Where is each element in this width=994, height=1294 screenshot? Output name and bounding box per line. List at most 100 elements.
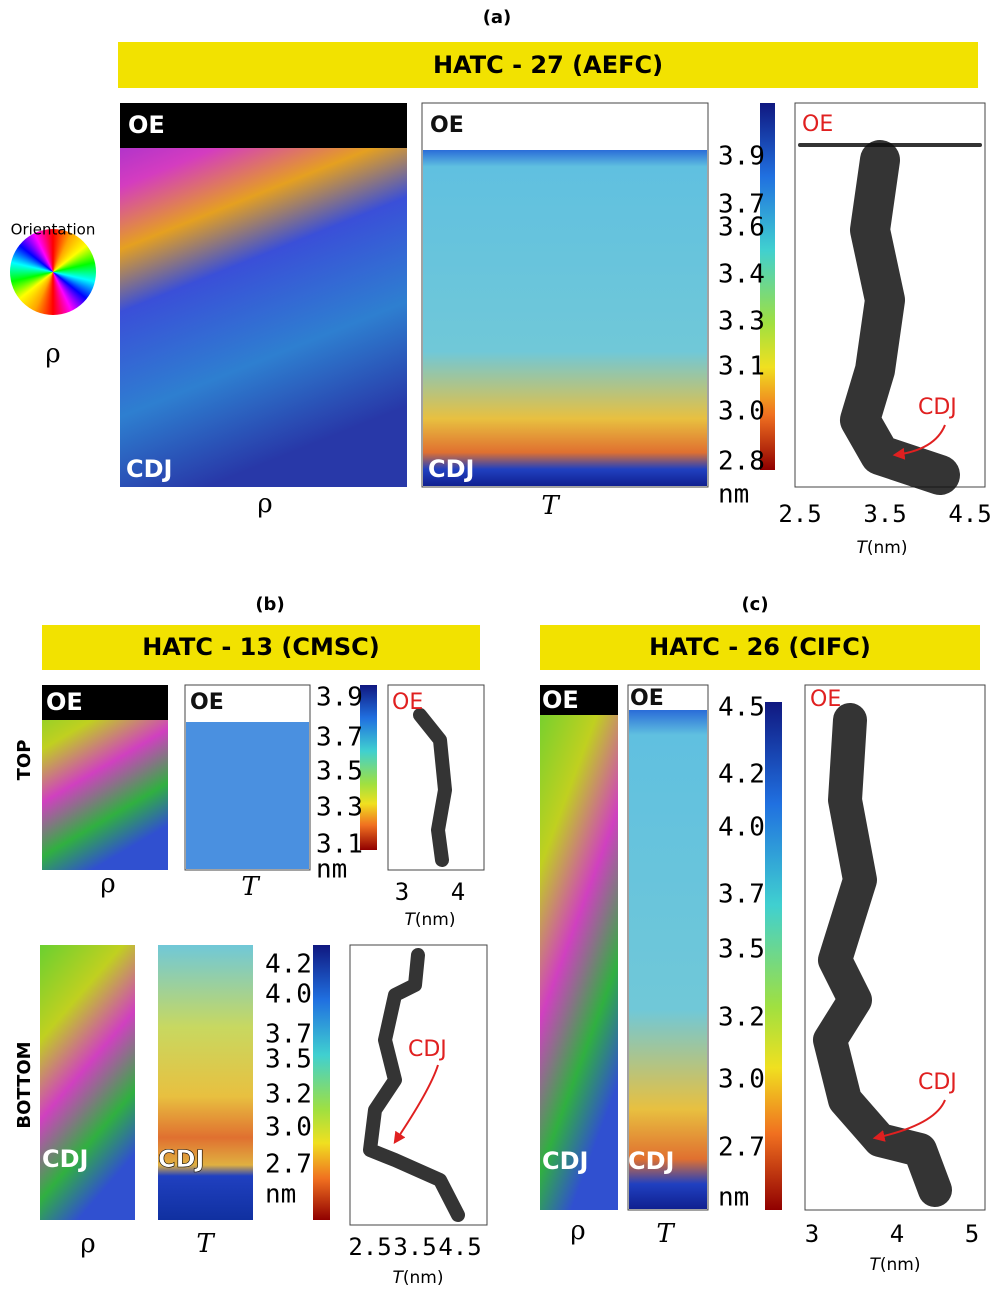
x-tick-label: 4.5 [948,500,991,528]
panel-label: (a) [483,7,512,28]
colorbar-tick-label: 3.1 [718,352,765,382]
panel-label: (b) [255,594,284,615]
banner [118,42,978,88]
colorbar [313,945,330,1220]
rho-map [540,685,618,1210]
colorbar-tick-label: 3.7 [265,1020,312,1050]
map-caption: T [241,872,260,902]
profile-frame [349,944,488,1226]
map-label: OE [630,686,664,711]
profile-points [813,703,952,1207]
colorbar-tick-label: 4.2 [718,760,765,790]
profile-points [363,948,465,1222]
colorbar-tick-label: 3.2 [718,1003,765,1033]
map-label: OE [128,111,165,139]
rho-map-top [42,685,168,720]
colorbar-tick-label: 4.0 [265,980,312,1010]
panel-label: (c) [741,594,768,615]
x-tick-label: 4.5 [438,1233,481,1261]
colorbar-tick-label: 3.9 [316,683,363,713]
map-label: CDJ [158,1145,204,1173]
colorbar-tick-label: 3.0 [718,397,765,427]
colorbar-tick-label: 3.7 [718,880,765,910]
map-caption: T [196,1229,215,1259]
colorbar-tick-label: 3.7 [316,723,363,753]
map-label: CDJ [628,1147,674,1175]
x-tick-label: 4 [890,1220,904,1248]
x-tick-label: 3 [395,878,409,906]
profile-label: OE [810,687,841,712]
rho-map [120,103,407,487]
x-tick-label: 3 [805,1220,819,1248]
map-caption: T [541,491,560,521]
map-caption: ρ [100,869,115,899]
arrow [872,1099,946,1142]
colorbar-tick-label: 3.5 [265,1045,312,1075]
rho-map-top [540,685,618,715]
profile-xticks: 3 4 5 [805,1220,979,1248]
profile-xlabel: T(nm) [870,1255,921,1275]
profile-points [413,708,452,867]
colorbar-ticks: 4.5 4.2 4.0 3.7 3.5 3.2 3.0 2.7 nm [718,693,765,1213]
arrow [892,424,946,460]
map-label: OE [46,688,83,716]
banner [42,625,480,670]
profile-xticks: 2.5 3.5 4.5 [348,1233,481,1261]
x-tick-label: 2.5 [778,500,821,528]
colorbar-tick-label: 4.0 [718,813,765,843]
colorbar-ticks: 4.24.0 3.73.5 3.23.0 2.7nm [265,950,312,1210]
colorbar-tick-label: 2.7 [718,1133,765,1163]
colorbar-unit: nm [265,1180,296,1210]
colorbar-ticks: 3.9 3.7 3.5 3.3 3.1nm [316,683,363,885]
map-label: OE [430,113,464,138]
legend-title: Orientation [11,221,96,239]
map-caption: ρ [570,1216,585,1246]
colorbar-tick-label: 3.0 [718,1065,765,1095]
profile-label: CDJ [918,395,957,420]
profile-xticks: 2.5 3.5 4.5 [778,500,991,528]
colorbar-tick-label: 3.7 [718,190,765,220]
map-caption: ρ [257,489,272,519]
profile-label: CDJ [918,1070,957,1095]
map-label: CDJ [42,1145,88,1173]
x-tick-label: 5 [965,1220,979,1248]
colorbar-tick-label: 3.3 [316,793,363,823]
banner [540,625,980,670]
colorbar [360,685,377,850]
colorbar-tick-label: 4.5 [718,693,765,723]
map-label: CDJ [428,455,474,483]
map-caption: ρ [80,1229,95,1259]
profile-label: OE [802,112,833,137]
colorbar-tick-label: 3.5 [718,935,765,965]
colorbar-tick-label: 3.9 [718,142,765,172]
colorbar-ticks: 3.9 3.73.6 3.4 3.3 3.1 3.0 2.8nm [718,142,765,510]
profile-label: OE [392,690,423,715]
x-tick-label: 4 [451,878,465,906]
profile-xlabel: T(nm) [857,538,908,558]
x-tick-label: 3.5 [393,1233,436,1261]
colorbar-tick-label: 2.8 [718,447,765,477]
row-label: TOP [14,740,35,781]
colorbar-tick-label: 2.7 [265,1150,312,1180]
colorbar-tick-label: 3.2 [265,1080,312,1110]
t-map [186,722,309,869]
colorbar-tick-label: 3.6 [718,213,765,243]
rho-map-top [120,103,407,148]
colorbar [765,702,782,1210]
colorbar-tick-label: 3.1 [316,830,363,860]
rho-map [40,945,135,1220]
banner-title: HATC - 13 (CMSC) [142,633,380,661]
profile-points [840,140,960,495]
colorbar-unit: nm [718,1183,749,1213]
colorbar-unit: nm [316,855,347,885]
colorbar-tick-label: 3.3 [718,307,765,337]
profile-xlabel: T(nm) [393,1268,444,1288]
t-map [423,150,707,486]
legend-symbol: ρ [45,339,60,369]
colorbar-tick-label: 3.5 [316,757,363,787]
profile-label: CDJ [408,1037,447,1062]
banner-title: HATC - 27 (AEFC) [433,51,663,79]
